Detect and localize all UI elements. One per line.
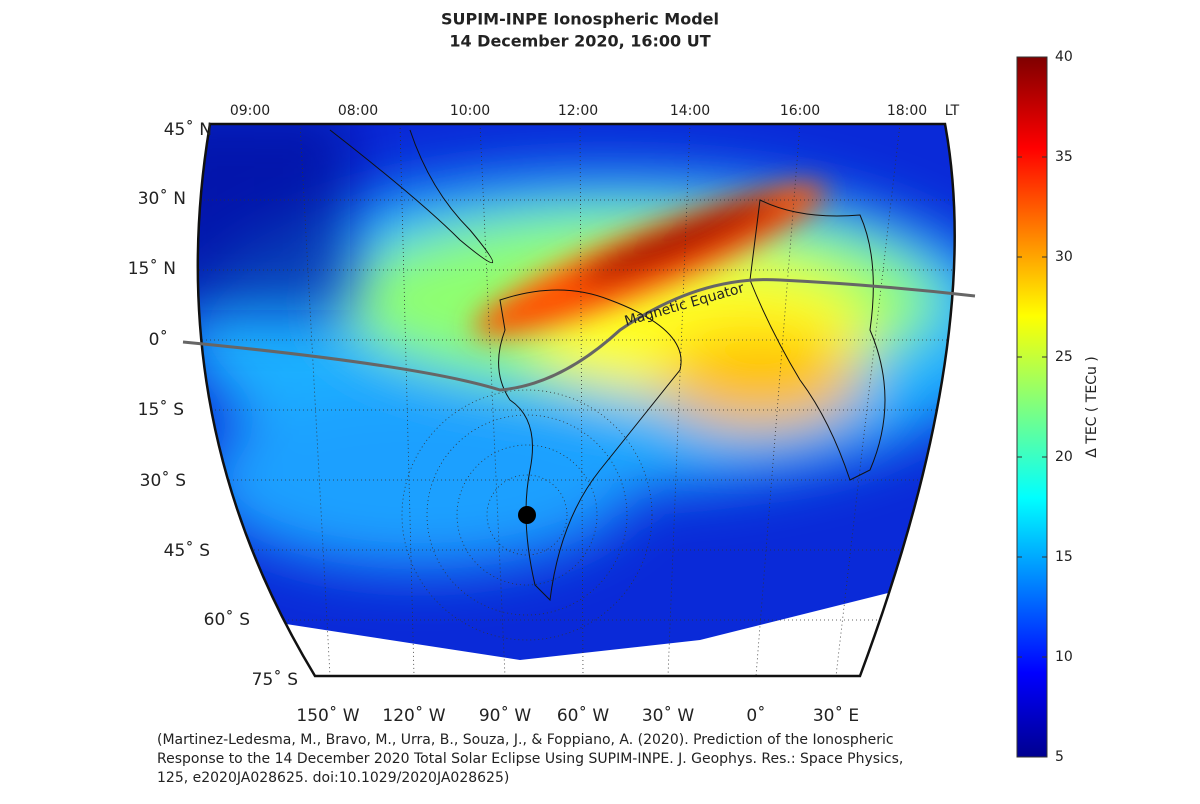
eclipse-center	[518, 506, 536, 524]
title-line: 14 December 2020, 16:00 UT	[449, 32, 710, 51]
latitude-label: 30˚ S	[140, 470, 186, 491]
colorbar	[1016, 56, 1048, 758]
latitude-label: 45˚ S	[164, 540, 210, 561]
latitude-label: 15˚ N	[128, 258, 176, 279]
colorbar-tick-label: 15	[1055, 549, 1073, 565]
colorbar-tick-label: 25	[1055, 349, 1073, 365]
latitude-label: 30˚ N	[138, 188, 186, 209]
colorbar-tick-label: 35	[1055, 149, 1073, 165]
title-line: SUPIM-INPE Ionospheric Model	[441, 10, 719, 29]
local-time-label: 14:00	[670, 103, 710, 119]
citation-line: Response to the 14 December 2020 Total S…	[157, 751, 903, 767]
longitude-label: 30˚ E	[813, 705, 859, 726]
longitude-label: 120˚ W	[382, 705, 445, 726]
local-time-label: 10:00	[450, 103, 490, 119]
latitude-label: 45˚ N	[164, 119, 212, 140]
local-time-label: 18:00	[887, 103, 927, 119]
local-time-label: 09:00	[230, 103, 270, 119]
citation-line: 125, e2020JA028625. doi:10.1029/2020JA02…	[157, 770, 509, 786]
citation-line: (Martinez-Ledesma, M., Bravo, M., Urra, …	[157, 732, 894, 748]
local-time-label: 08:00	[338, 103, 378, 119]
map-frame	[196, 122, 956, 678]
longitude-label: 90˚ W	[479, 705, 532, 726]
magnetic-equator	[182, 278, 976, 392]
colorbar-label: Δ TEC ( TECu )	[1084, 356, 1100, 458]
longitude-label: 60˚ W	[557, 705, 610, 726]
latitude-label: 60˚ S	[204, 609, 250, 630]
colorbar-tick-label: 20	[1055, 449, 1073, 465]
latitude-label: 15˚ S	[138, 399, 184, 420]
longitude-label: 30˚ W	[642, 705, 695, 726]
colorbar-tick-label: 30	[1055, 249, 1073, 265]
colorbar-tick-label: 10	[1055, 649, 1073, 665]
tec-map	[197, 124, 955, 676]
colorbar-tick-label: 5	[1055, 749, 1064, 765]
longitude-label: 0˚	[746, 705, 765, 726]
latitude-label: 0˚	[149, 329, 168, 350]
local-time-label: 12:00	[558, 103, 598, 119]
local-time-label: 16:00	[780, 103, 820, 119]
longitude-label: 150˚ W	[296, 705, 359, 726]
latitude-label: 75˚ S	[252, 669, 298, 690]
local-time-label: LT	[945, 103, 960, 119]
colorbar-tick-label: 40	[1055, 49, 1073, 65]
